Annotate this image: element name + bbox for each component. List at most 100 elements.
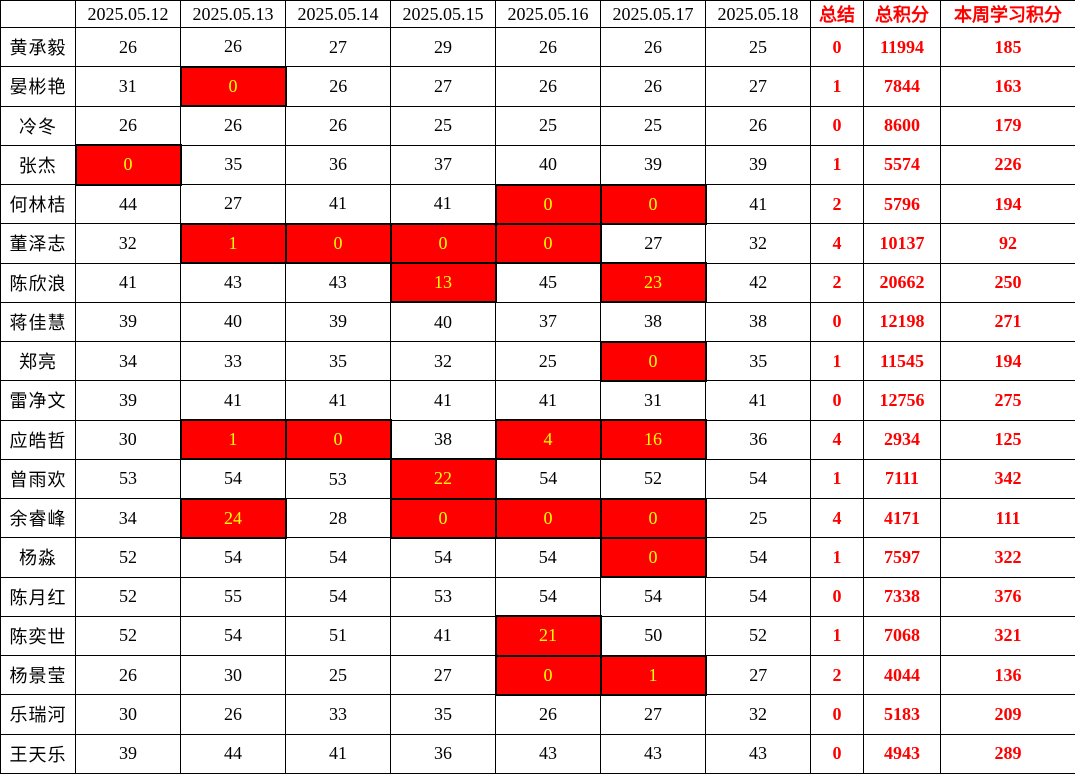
day-score-cell[interactable]: 26: [495, 66, 601, 107]
total-points-cell[interactable]: 5574: [863, 144, 941, 186]
day-score-cell[interactable]: 26: [180, 26, 286, 68]
day-score-cell[interactable]: 27: [705, 654, 811, 696]
summary-count-cell[interactable]: 4: [810, 223, 864, 264]
day-score-cell[interactable]: 27: [705, 66, 811, 107]
student-name-cell[interactable]: 何林桔: [0, 183, 76, 225]
day-score-cell[interactable]: 26: [75, 654, 181, 696]
day-score-cell[interactable]: 52: [705, 615, 811, 657]
day-score-cell-highlighted[interactable]: 1: [599, 654, 707, 696]
student-name-cell[interactable]: 蒋佳慧: [0, 301, 76, 343]
week-study-points-cell[interactable]: 111: [940, 497, 1075, 539]
day-score-cell[interactable]: 38: [705, 301, 811, 343]
day-score-cell[interactable]: 38: [390, 419, 496, 460]
day-score-cell[interactable]: 54: [285, 537, 391, 578]
total-points-cell[interactable]: 7597: [863, 537, 941, 578]
week-study-points-cell[interactable]: 271: [940, 301, 1075, 343]
day-score-cell[interactable]: 41: [75, 262, 181, 303]
summary-count-cell[interactable]: 2: [810, 262, 864, 303]
day-score-cell[interactable]: 41: [390, 380, 496, 421]
day-score-cell[interactable]: 26: [75, 26, 181, 68]
day-score-cell[interactable]: 43: [285, 262, 391, 303]
summary-count-cell[interactable]: 1: [810, 340, 864, 382]
week-study-points-cell[interactable]: 163: [940, 66, 1075, 107]
date-column-header[interactable]: 2025.05.13: [180, 0, 286, 28]
day-score-cell[interactable]: 27: [600, 694, 706, 735]
day-score-cell-highlighted[interactable]: 0: [389, 497, 497, 539]
day-score-cell[interactable]: 43: [180, 262, 286, 303]
day-score-cell[interactable]: 39: [600, 144, 706, 186]
week-study-points-cell[interactable]: 125: [940, 419, 1075, 460]
day-score-cell[interactable]: 41: [285, 733, 391, 774]
day-score-cell[interactable]: 32: [705, 223, 811, 264]
day-score-cell[interactable]: 41: [180, 380, 286, 421]
student-name-cell[interactable]: 曾雨欢: [0, 458, 76, 500]
summary-count-cell[interactable]: 1: [810, 66, 864, 107]
total-points-cell[interactable]: 11545: [863, 340, 941, 382]
day-score-cell-highlighted[interactable]: 0: [494, 497, 602, 539]
summary-column-header[interactable]: 总积分: [863, 0, 941, 28]
week-study-points-cell[interactable]: 194: [940, 340, 1075, 382]
day-score-cell-highlighted[interactable]: 0: [599, 340, 707, 382]
total-points-cell[interactable]: 5796: [863, 183, 941, 225]
total-points-cell[interactable]: 10137: [863, 223, 941, 264]
week-study-points-cell[interactable]: 289: [940, 733, 1075, 774]
day-score-cell[interactable]: 40: [180, 301, 286, 343]
summary-count-cell[interactable]: 0: [810, 380, 864, 421]
day-score-cell[interactable]: 36: [705, 419, 811, 460]
day-score-cell-highlighted[interactable]: 0: [494, 654, 602, 696]
day-score-cell[interactable]: 30: [75, 419, 181, 460]
day-score-cell[interactable]: 25: [705, 26, 811, 68]
day-score-cell[interactable]: 43: [495, 733, 601, 774]
summary-count-cell[interactable]: 4: [810, 419, 864, 460]
day-score-cell[interactable]: 37: [495, 301, 601, 343]
day-score-cell[interactable]: 36: [390, 733, 496, 774]
student-name-cell[interactable]: 陈月红: [0, 576, 76, 617]
day-score-cell[interactable]: 26: [705, 105, 811, 146]
day-score-cell[interactable]: 54: [180, 615, 286, 657]
day-score-cell[interactable]: 31: [75, 66, 181, 107]
day-score-cell-highlighted[interactable]: 1: [179, 222, 287, 265]
day-score-cell-highlighted[interactable]: 24: [179, 497, 287, 539]
day-score-cell[interactable]: 41: [285, 183, 391, 225]
summary-count-cell[interactable]: 2: [810, 183, 864, 225]
day-score-cell[interactable]: 52: [600, 458, 706, 500]
day-score-cell-highlighted[interactable]: 0: [599, 497, 707, 539]
day-score-cell-highlighted[interactable]: 0: [494, 183, 602, 225]
total-points-cell[interactable]: 2934: [863, 419, 941, 460]
total-points-cell[interactable]: 12198: [863, 301, 941, 343]
student-name-cell[interactable]: 董泽志: [0, 223, 76, 264]
date-column-header[interactable]: 2025.05.12: [75, 0, 181, 28]
day-score-cell[interactable]: 53: [75, 458, 181, 500]
total-points-cell[interactable]: 4171: [863, 497, 941, 539]
summary-count-cell[interactable]: 4: [810, 497, 864, 539]
summary-count-cell[interactable]: 0: [810, 105, 864, 146]
week-study-points-cell[interactable]: 376: [940, 576, 1075, 617]
day-score-cell[interactable]: 26: [180, 694, 286, 735]
day-score-cell[interactable]: 26: [495, 694, 601, 735]
week-study-points-cell[interactable]: 179: [940, 105, 1075, 146]
day-score-cell[interactable]: 25: [390, 105, 496, 146]
summary-count-cell[interactable]: 0: [810, 694, 864, 735]
total-points-cell[interactable]: 8600: [863, 105, 941, 146]
day-score-cell[interactable]: 32: [390, 340, 496, 382]
student-name-cell[interactable]: 杨淼: [0, 537, 76, 578]
day-score-cell[interactable]: 27: [390, 654, 496, 696]
week-study-points-cell[interactable]: 250: [940, 262, 1075, 303]
day-score-cell[interactable]: 32: [705, 694, 811, 735]
day-score-cell[interactable]: 35: [705, 340, 811, 382]
day-score-cell[interactable]: 52: [75, 615, 181, 657]
day-score-cell[interactable]: 41: [390, 183, 496, 225]
week-study-points-cell[interactable]: 322: [940, 537, 1075, 578]
day-score-cell[interactable]: 54: [495, 537, 601, 578]
corner-header-cell[interactable]: [0, 0, 76, 28]
day-score-cell[interactable]: 39: [705, 144, 811, 186]
day-score-cell-highlighted[interactable]: 23: [599, 261, 707, 304]
summary-count-cell[interactable]: 0: [810, 733, 864, 774]
day-score-cell-highlighted[interactable]: 0: [494, 222, 602, 265]
student-name-cell[interactable]: 张杰: [0, 144, 76, 186]
total-points-cell[interactable]: 11994: [863, 26, 941, 68]
day-score-cell-highlighted[interactable]: 4: [494, 418, 602, 461]
day-score-cell[interactable]: 53: [285, 458, 391, 500]
day-score-cell-highlighted[interactable]: 0: [389, 222, 497, 265]
day-score-cell[interactable]: 54: [705, 458, 811, 500]
